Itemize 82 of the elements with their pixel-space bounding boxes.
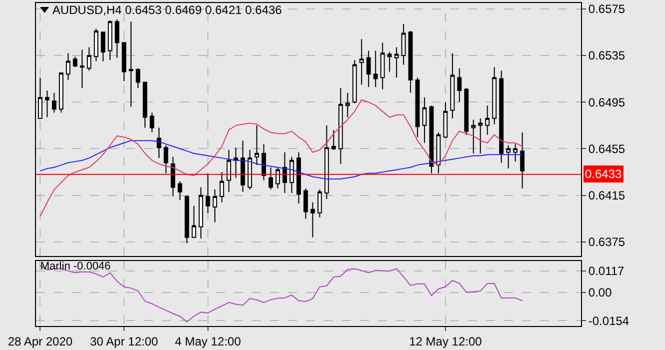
x-tick-label: 30 Apr 12:00: [90, 334, 158, 348]
candlestick: [478, 118, 483, 154]
x-tick-label: 4 May 12:00: [174, 334, 242, 348]
candlestick: [44, 90, 50, 118]
candlestick: [128, 21, 134, 108]
candlestick: [450, 52, 455, 119]
x-tick-label: 12 May 12:00: [409, 334, 482, 348]
candlestick: [240, 140, 246, 192]
candlestick: [282, 152, 287, 194]
candlestick: [248, 149, 252, 190]
candlestick: [457, 68, 462, 103]
y-tick-label: 0.0117: [588, 264, 625, 278]
candlestick: [38, 77, 42, 119]
candlestick: [401, 23, 406, 66]
candlestick: [303, 188, 308, 220]
candlestick: [192, 205, 196, 238]
candlestick: [58, 72, 64, 114]
candlestick: [408, 30, 413, 94]
candlestick: [72, 56, 78, 68]
candlestick: [170, 156, 176, 198]
candlestick: [100, 32, 106, 62]
candlestick: [136, 68, 140, 89]
candlestick: [296, 152, 301, 204]
candlestick: [499, 70, 504, 164]
candlestick: [345, 92, 350, 118]
candlestick: [387, 51, 392, 72]
candlestick: [331, 130, 336, 150]
candlestick: [366, 50, 371, 88]
candlestick: [108, 20, 112, 61]
candlestick: [164, 144, 168, 174]
y-tick-label: 0.6535: [588, 48, 626, 63]
candlestick: [324, 124, 329, 200]
y-tick-label: 0.6495: [588, 95, 626, 110]
candlestick: [198, 186, 204, 240]
candlestick: [114, 18, 120, 58]
candlestick: [513, 144, 518, 162]
candlestick: [415, 77, 420, 138]
y-tick-label: 0.6575: [588, 2, 626, 16]
y-tick-label: -0.0154: [588, 314, 630, 328]
candlestick: [359, 38, 364, 86]
line-series: [40, 99, 523, 217]
candlestick: [142, 82, 148, 128]
candlestick: [485, 105, 490, 136]
candlestick: [226, 149, 232, 192]
candlestick: [220, 172, 224, 203]
candlestick: [520, 132, 525, 189]
candlestick: [310, 202, 315, 238]
candlestick: [276, 166, 280, 189]
candlestick: [338, 88, 343, 164]
candlestick: [262, 144, 266, 181]
candlestick: [471, 119, 476, 154]
candlestick: [86, 46, 92, 72]
candlestick: [290, 156, 294, 194]
candlestick: [352, 60, 357, 104]
y-tick-label: 0.00: [588, 286, 612, 300]
candlestick: [52, 92, 56, 114]
candlestick: [212, 189, 218, 223]
candlestick: [184, 194, 190, 244]
candlestick: [380, 42, 385, 90]
candlestick: [394, 46, 399, 78]
candlestick: [492, 66, 497, 125]
candlestick: [156, 127, 162, 159]
candlestick: [373, 50, 378, 88]
candlestick: [464, 88, 469, 136]
y-tick-label: 0.6455: [588, 142, 626, 156]
candlestick: [150, 112, 154, 133]
candlestick: [80, 49, 84, 89]
candlestick: [268, 166, 273, 190]
candlestick: [178, 180, 182, 201]
chart-title: AUDUSD,H4 0.6453 0.6469 0.6421 0.6436: [52, 2, 282, 17]
candlestick: [317, 189, 322, 218]
y-tick-label: 0.6375: [588, 235, 626, 250]
candlestick: [422, 96, 427, 144]
candlestick: [234, 147, 238, 178]
line-series: [40, 140, 523, 180]
ref-line-label: 0.6433: [585, 167, 622, 181]
candlestick: [254, 124, 260, 166]
candlestick: [94, 28, 98, 62]
y-tick-label: 0.6415: [588, 188, 626, 203]
x-tick-label: 28 Apr 2020: [8, 334, 73, 348]
candlestick: [66, 52, 70, 80]
candlestick: [506, 144, 511, 170]
